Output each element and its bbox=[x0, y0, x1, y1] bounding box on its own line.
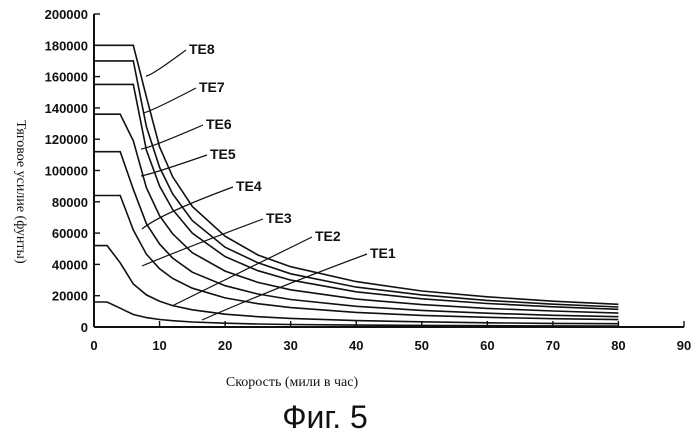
y-tick-label: 100000 bbox=[45, 164, 88, 179]
curve-label-te7: TE7 bbox=[199, 79, 225, 95]
y-tick-label: 0 bbox=[81, 320, 88, 335]
curve-label-te4: TE4 bbox=[236, 178, 262, 194]
y-tick-label: 140000 bbox=[45, 101, 88, 116]
curve-label-te2: TE2 bbox=[315, 228, 341, 244]
series-line-te4 bbox=[94, 150, 619, 318]
y-tick-label: 80000 bbox=[52, 195, 88, 210]
series-line-te5 bbox=[94, 113, 619, 314]
series-line-te3 bbox=[94, 194, 619, 321]
leader-line-te5 bbox=[140, 154, 208, 177]
series-line-te2 bbox=[94, 244, 619, 325]
x-tick-label: 50 bbox=[415, 338, 429, 353]
y-tick-label: 180000 bbox=[45, 38, 88, 53]
leader-line-te1 bbox=[201, 253, 368, 321]
y-tick-label: 160000 bbox=[45, 70, 88, 85]
series-line-te6 bbox=[94, 83, 619, 311]
y-axis-title: Тяговое усилие (фунты) bbox=[13, 120, 28, 264]
curve-label-te3: TE3 bbox=[266, 210, 292, 226]
x-tick-label: 10 bbox=[152, 338, 166, 353]
series-line-te1 bbox=[94, 301, 619, 327]
leader-line-te7 bbox=[142, 87, 197, 114]
curve-label-te1: TE1 bbox=[370, 245, 396, 261]
figure-caption: Фиг. 5 bbox=[282, 399, 368, 435]
y-tick-label: 20000 bbox=[52, 289, 88, 304]
x-tick-label: 0 bbox=[90, 338, 97, 353]
curve-label-te8: TE8 bbox=[189, 41, 215, 57]
y-tick-label: 60000 bbox=[52, 226, 88, 241]
y-tick-label: 120000 bbox=[45, 132, 88, 147]
y-tick-label: 40000 bbox=[52, 257, 88, 272]
leader-line-te6 bbox=[140, 124, 204, 150]
y-tick-label: 200000 bbox=[45, 7, 88, 22]
x-tick-label: 90 bbox=[677, 338, 691, 353]
leader-line-te4 bbox=[141, 186, 234, 230]
leader-line-te3 bbox=[141, 218, 264, 267]
x-tick-label: 70 bbox=[546, 338, 560, 353]
x-tick-label: 60 bbox=[480, 338, 494, 353]
leader-line-te2 bbox=[171, 236, 313, 307]
y-axis-ticks: 0 20000 40000 60000 80000 100000 120000 140000 1… bbox=[45, 7, 100, 335]
series-line-te8 bbox=[94, 44, 619, 306]
series-line-te7 bbox=[94, 60, 619, 308]
curve-label-te5: TE5 bbox=[210, 146, 236, 162]
x-tick-label: 20 bbox=[218, 338, 232, 353]
x-tick-label: 80 bbox=[611, 338, 625, 353]
leader-line-te8 bbox=[145, 49, 187, 77]
curves bbox=[94, 44, 619, 327]
x-tick-label: 30 bbox=[283, 338, 297, 353]
x-axis-title: Скорость (мили в час) bbox=[226, 375, 359, 390]
curve-label-te6: TE6 bbox=[206, 116, 232, 132]
x-tick-label: 40 bbox=[349, 338, 363, 353]
